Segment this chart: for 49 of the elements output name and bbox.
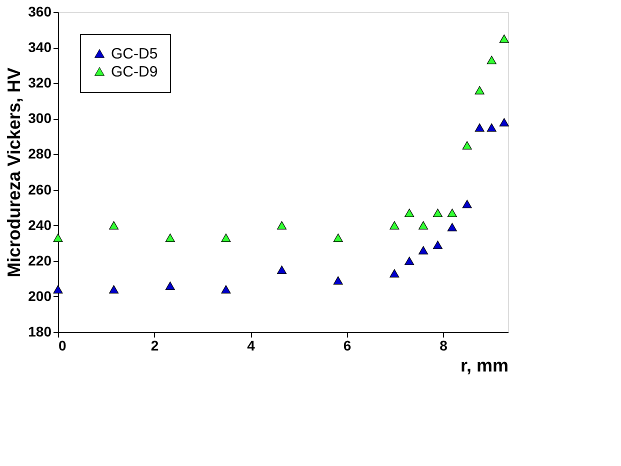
point [390,221,400,230]
point [221,234,231,242]
point [333,234,343,242]
point [277,221,287,230]
point [432,240,443,250]
legend-label: GC-D5 [111,46,158,62]
y-tick-label: 360 [28,4,52,20]
point [447,222,457,232]
y-tick-label: 340 [28,39,52,56]
y-tick-label: 300 [28,110,52,126]
point [486,123,496,132]
y-tick-label: 260 [28,181,52,198]
point [53,234,63,242]
x-tick-label: 2 [150,338,159,354]
point [462,141,472,150]
point [474,123,484,132]
point [109,285,119,294]
y-tick-label: 320 [28,74,52,91]
point [462,200,472,208]
y-tick-label: 180 [28,324,52,340]
x-tick-label: 4 [247,338,256,354]
point [447,208,457,218]
point [432,208,443,218]
point [277,266,287,274]
x-tick-label: 0 [58,338,66,354]
point [474,86,484,94]
y-axis-title: Microdureza Vickers, HV [4,68,24,278]
legend-label: GC-D9 [111,64,158,80]
y-tick-label: 200 [28,288,52,304]
x-tick-label: 6 [343,338,352,354]
point [221,285,231,294]
point [499,34,509,43]
y-tick-label: 240 [28,216,52,233]
point [499,118,509,126]
x-tick-label: 8 [440,338,448,354]
point [418,246,428,254]
y-tick-label: 280 [28,146,52,162]
point [165,234,175,242]
point [165,282,175,290]
point [418,221,428,230]
point [404,208,414,218]
point [390,269,400,278]
point [53,285,63,294]
point [333,276,343,285]
y-tick-label: 220 [28,252,52,268]
point [109,221,119,230]
point [486,56,496,64]
point [404,256,414,266]
x-axis-title: r, mm [460,356,508,376]
